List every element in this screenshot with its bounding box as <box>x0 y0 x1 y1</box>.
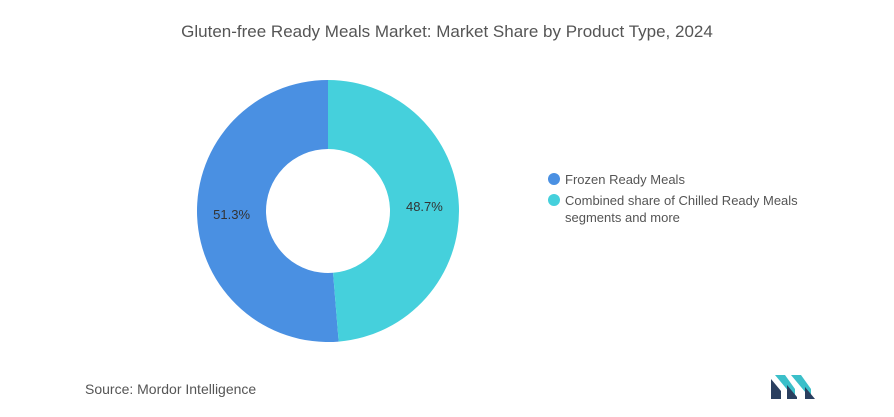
data-label-1: 48.7% <box>406 199 443 214</box>
legend-swatch-chilled <box>548 194 560 206</box>
donut-slice-0 <box>197 80 339 342</box>
legend-item-chilled: Combined share of Chilled Ready Meals se… <box>548 192 838 226</box>
legend-item-frozen: Frozen Ready Meals <box>548 171 838 188</box>
legend: Frozen Ready Meals Combined share of Chi… <box>548 171 838 230</box>
chart-title: Gluten-free Ready Meals Market: Market S… <box>181 22 713 41</box>
legend-label-chilled: Combined share of Chilled Ready Meals se… <box>565 193 798 225</box>
legend-label-frozen: Frozen Ready Meals <box>565 172 685 187</box>
legend-swatch-frozen <box>548 173 560 185</box>
donut-slice-1 <box>328 80 460 342</box>
source-note: Source: Mordor Intelligence <box>85 381 257 397</box>
mordor-intelligence-logo-icon <box>771 375 815 399</box>
data-label-0: 51.3% <box>213 207 250 222</box>
